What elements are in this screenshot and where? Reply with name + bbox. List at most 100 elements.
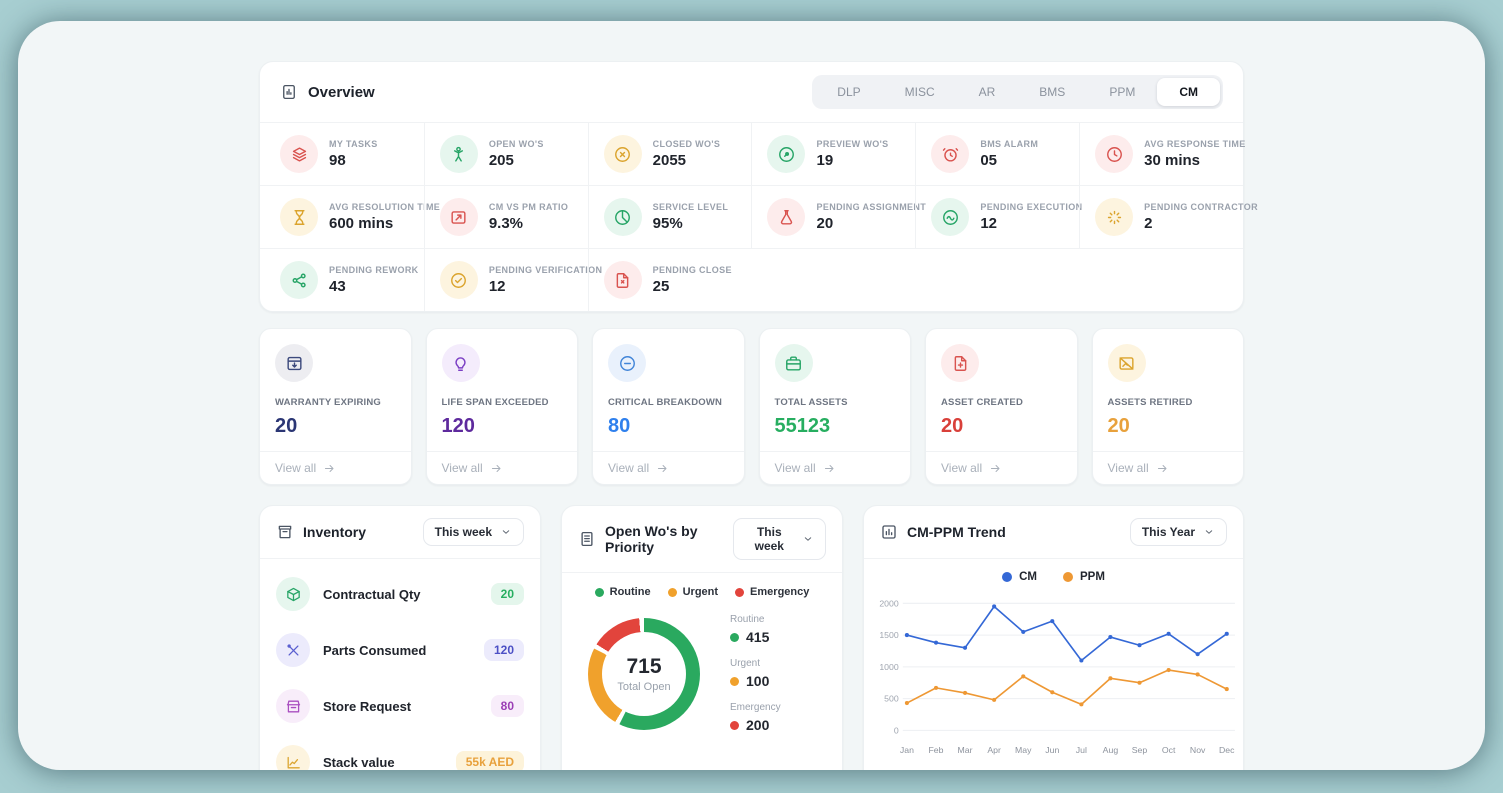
view-all-link[interactable]: View all <box>260 451 411 484</box>
overview-card: Overview DLP MISC AR BMS PPM CM MY TASKS 98 OPE… <box>259 61 1258 312</box>
stat-closed-wo-s: CLOSED WO'S 2055 <box>587 123 752 185</box>
pie-icon <box>603 198 642 236</box>
svg-text:Jun: Jun <box>1045 745 1059 755</box>
stat-label: CM VS PM RATIO <box>488 202 569 212</box>
stat-pending-assignment: PENDING ASSIGNMENT 20 <box>751 186 926 248</box>
stat-value: 30 mins <box>1144 152 1201 169</box>
view-all-label: View all <box>774 461 816 475</box>
view-all-link[interactable]: View all <box>926 451 1077 484</box>
legend-urgent: Urgent <box>667 586 718 598</box>
line-chart-icon <box>276 745 310 770</box>
tab-cm[interactable]: CM <box>1157 78 1220 106</box>
tab-misc[interactable]: MISC <box>904 85 935 99</box>
bottom-row: Inventory This week Contractual Qty 20 Par… <box>259 505 1244 770</box>
compass-icon <box>767 135 806 173</box>
svg-text:1000: 1000 <box>879 662 899 672</box>
tab-dlp[interactable]: DLP <box>837 85 861 99</box>
view-all-link[interactable]: View all <box>426 451 577 484</box>
inventory-period-select[interactable]: This week <box>422 518 524 546</box>
dashboard-content: Overview DLP MISC AR BMS PPM CM MY TASKS 98 OPE… <box>259 61 1258 770</box>
window-in-icon <box>275 344 313 382</box>
priority-stat-dot <box>730 632 739 642</box>
priority-stats: Routine 415 Urgent 100 Emergency 200 <box>730 614 781 733</box>
asset-label: ASSET CREATED <box>941 397 1023 408</box>
stat-value: 43 <box>329 278 346 295</box>
arrow-right-icon <box>1156 462 1169 475</box>
asset-value: 120 <box>441 415 475 437</box>
stat-pending-verification: PENDING VERIFICATION 12 <box>423 249 602 311</box>
view-all-link[interactable]: View all <box>1092 451 1243 484</box>
svg-text:2000: 2000 <box>879 598 899 608</box>
view-all-link[interactable]: View all <box>593 451 744 484</box>
share-icon <box>280 261 318 299</box>
asset-label: TOTAL ASSETS <box>774 397 848 408</box>
stat-avg-resolution-time: AVG RESOLUTION TIME 600 mins <box>260 186 440 248</box>
tab-bms[interactable]: BMS <box>1039 85 1066 99</box>
arrow-right-icon <box>823 462 836 475</box>
asset-card-total-assets: TOTAL ASSETS 55123 View all <box>758 328 911 485</box>
view-all-label: View all <box>941 461 983 475</box>
view-all-link[interactable]: View all <box>759 451 910 484</box>
stat-cm-vs-pm-ratio: CM VS PM RATIO 9.3% <box>423 186 588 248</box>
priority-stat-label: Emergency <box>730 702 781 713</box>
stat-pending-contractor: PENDING CONTRACTOR 2 <box>1079 186 1258 248</box>
inventory-item-value: 80 <box>490 695 524 717</box>
svg-text:Feb: Feb <box>928 745 943 755</box>
alarm-icon <box>931 135 970 173</box>
svg-text:Apr: Apr <box>987 745 1001 755</box>
stat-row: PENDING REWORK 43 PENDING VERIFICATION 12 PE… <box>260 248 1243 311</box>
legend-dot <box>667 587 677 597</box>
tab-ar[interactable]: AR <box>978 85 996 99</box>
priority-period-select[interactable]: This week <box>732 518 826 560</box>
loader-icon <box>1095 198 1134 236</box>
priority-stat-dot <box>730 676 739 686</box>
asset-summary-row: WARRANTY EXPIRING 20 View all LIFE SPAN EXC… <box>259 328 1244 485</box>
stat-pending-execution: PENDING EXECUTION 12 <box>915 186 1082 248</box>
stat-value: 19 <box>816 152 834 169</box>
file-close-icon <box>603 261 642 299</box>
legend-dot <box>1002 572 1013 582</box>
inventory-title: Inventory <box>303 524 367 540</box>
overview-header: Overview DLP MISC AR BMS PPM CM <box>260 62 1243 122</box>
stat-pending-rework: PENDING REWORK 43 <box>260 249 424 311</box>
stat-value: 205 <box>488 152 514 169</box>
priority-donut-chart: 715 Total Open <box>588 617 700 730</box>
inventory-item-value: 55k AED <box>455 751 524 770</box>
legend-dot <box>594 587 604 597</box>
layers-icon <box>280 135 318 173</box>
svg-text:1500: 1500 <box>879 630 899 640</box>
overview-report-icon <box>280 83 298 101</box>
svg-text:Oct: Oct <box>1162 745 1176 755</box>
inventory-item-name: Parts Consumed <box>323 642 427 658</box>
stat-label: PREVIEW WO'S <box>816 139 889 149</box>
svg-text:May: May <box>1015 745 1032 755</box>
stat-value: 95% <box>652 215 683 232</box>
trend-title: CM-PPM Trend <box>907 524 1006 540</box>
asset-card-assets-retired: ASSETS RETIRED 20 View all <box>1091 328 1244 485</box>
svg-text:Aug: Aug <box>1103 745 1119 755</box>
legend-dot <box>1062 572 1073 582</box>
asset-value: 20 <box>275 415 298 437</box>
priority-stat-label: Urgent <box>730 658 761 669</box>
minus-circle-icon <box>608 344 646 382</box>
stat-label: AVG RESPONSE TIME <box>1144 139 1246 149</box>
wave-icon <box>931 198 970 236</box>
view-all-label: View all <box>608 461 650 475</box>
stat-label: SERVICE LEVEL <box>652 202 729 212</box>
legend-routine: Routine <box>594 586 651 598</box>
stat-service-level: SERVICE LEVEL 95% <box>587 186 752 248</box>
priority-period-value: This week <box>754 525 784 553</box>
tab-ppm[interactable]: PPM <box>1109 85 1136 99</box>
stat-open-wo-s: OPEN WO'S 205 <box>423 123 588 185</box>
stat-label: PENDING CLOSE <box>652 265 732 275</box>
tools-icon <box>276 633 310 667</box>
overview-stats: MY TASKS 98 OPEN WO'S 205 CLOSED WO'S 2055 PRE… <box>260 122 1258 311</box>
stat-value: 12 <box>488 278 506 295</box>
inventory-row-store-request: Store Request 80 <box>260 678 540 734</box>
inventory-card: Inventory This week Contractual Qty 20 Par… <box>259 505 541 770</box>
inventory-row-contractual-qty: Contractual Qty 20 <box>260 566 540 622</box>
inventory-box-icon <box>276 523 294 541</box>
svg-text:Mar: Mar <box>958 745 973 755</box>
trend-period-select[interactable]: This Year <box>1129 518 1227 546</box>
inventory-item-value: 20 <box>490 583 524 605</box>
